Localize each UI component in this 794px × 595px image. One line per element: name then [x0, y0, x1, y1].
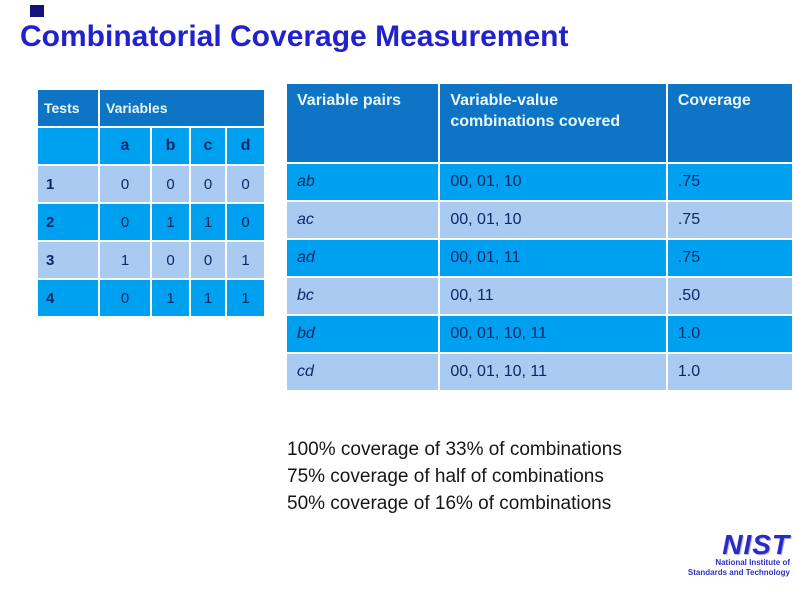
- nist-wordmark: NIST: [722, 529, 790, 560]
- test-number: 2: [38, 204, 98, 240]
- pair-name: bd: [287, 316, 439, 352]
- table-row: 2 0 1 1 0: [38, 204, 264, 240]
- summary-line-2: 75% coverage of half of combinations: [287, 466, 604, 487]
- coverage-value: 1.0: [667, 354, 792, 390]
- test-value: 0: [100, 204, 150, 240]
- test-value: 0: [227, 166, 264, 202]
- table-row: ad 00, 01, 11 .75: [287, 240, 792, 276]
- variable-d-label: d: [227, 128, 264, 164]
- variable-names-row: a b c d: [38, 128, 264, 164]
- test-value: 0: [100, 166, 150, 202]
- pair-name: ab: [287, 164, 439, 200]
- combinations-covered: 00, 01, 11: [440, 240, 666, 276]
- variable-c-label: c: [191, 128, 225, 164]
- test-value: 1: [191, 204, 225, 240]
- summary-line-3: 50% coverage of 16% of combinations: [287, 493, 612, 514]
- test-number: 3: [38, 242, 98, 278]
- combinations-covered: 00, 11: [440, 278, 666, 314]
- combinations-covered: 00, 01, 10: [440, 164, 666, 200]
- coverage-table: Variable pairs Variable-value combinatio…: [285, 82, 794, 392]
- variable-b-label: b: [152, 128, 189, 164]
- tests-header-cell: Tests: [38, 90, 98, 126]
- pair-name: cd: [287, 354, 439, 390]
- table-row: cd 00, 01, 10, 11 1.0: [287, 354, 792, 390]
- nist-logo: NIST National Institute of Standards and…: [660, 531, 790, 578]
- pair-name: ac: [287, 202, 439, 238]
- table-row: ab 00, 01, 10 .75: [287, 164, 792, 200]
- tests-table-header-row: Tests Variables: [38, 90, 264, 126]
- summary-line-1: 100% coverage of 33% of combinations: [287, 439, 622, 460]
- pair-name: bc: [287, 278, 439, 314]
- table-row: ac 00, 01, 10 .75: [287, 202, 792, 238]
- combinations-header-cell: Variable-value combinations covered: [440, 84, 666, 162]
- test-value: 0: [100, 280, 150, 316]
- test-number: 4: [38, 280, 98, 316]
- test-value: 1: [152, 204, 189, 240]
- coverage-value: .75: [667, 164, 792, 200]
- combinations-covered: 00, 01, 10, 11: [440, 354, 666, 390]
- test-value: 0: [191, 242, 225, 278]
- test-value: 1: [227, 280, 264, 316]
- variables-header-cell: Variables: [100, 90, 264, 126]
- nist-tagline-line2: Standards and Technology: [687, 568, 790, 577]
- test-number: 1: [38, 166, 98, 202]
- test-value: 1: [227, 242, 264, 278]
- page-title: Combinatorial Coverage Measurement: [20, 20, 569, 53]
- combinations-covered: 00, 01, 10, 11: [440, 316, 666, 352]
- variable-pairs-header-cell: Variable pairs: [287, 84, 439, 162]
- combinations-covered: 00, 01, 10: [440, 202, 666, 238]
- table-row: 3 1 0 0 1: [38, 242, 264, 278]
- pair-name: ad: [287, 240, 439, 276]
- coverage-header-cell: Coverage: [667, 84, 792, 162]
- test-value: 0: [152, 166, 189, 202]
- coverage-value: .50: [667, 278, 792, 314]
- test-value: 1: [191, 280, 225, 316]
- table-row: 1 0 0 0 0: [38, 166, 264, 202]
- variable-a-label: a: [100, 128, 150, 164]
- tests-table: Tests Variables a b c d 1 0 0 0 0 2 0 1 …: [36, 88, 266, 318]
- test-value: 1: [152, 280, 189, 316]
- test-value: 1: [100, 242, 150, 278]
- test-value: 0: [191, 166, 225, 202]
- coverage-table-header-row: Variable pairs Variable-value combinatio…: [287, 84, 792, 162]
- test-value: 0: [227, 204, 264, 240]
- corner-square-decoration: [30, 5, 44, 17]
- coverage-summary: 100% coverage of 33% of combinations 75%…: [287, 436, 622, 517]
- coverage-value: 1.0: [667, 316, 792, 352]
- test-value: 0: [152, 242, 189, 278]
- table-row: bc 00, 11 .50: [287, 278, 792, 314]
- coverage-value: .75: [667, 202, 792, 238]
- table-row: 4 0 1 1 1: [38, 280, 264, 316]
- nist-tagline-line1: National Institute of: [715, 558, 790, 567]
- table-row: bd 00, 01, 10, 11 1.0: [287, 316, 792, 352]
- empty-corner-cell: [38, 128, 98, 164]
- coverage-value: .75: [667, 240, 792, 276]
